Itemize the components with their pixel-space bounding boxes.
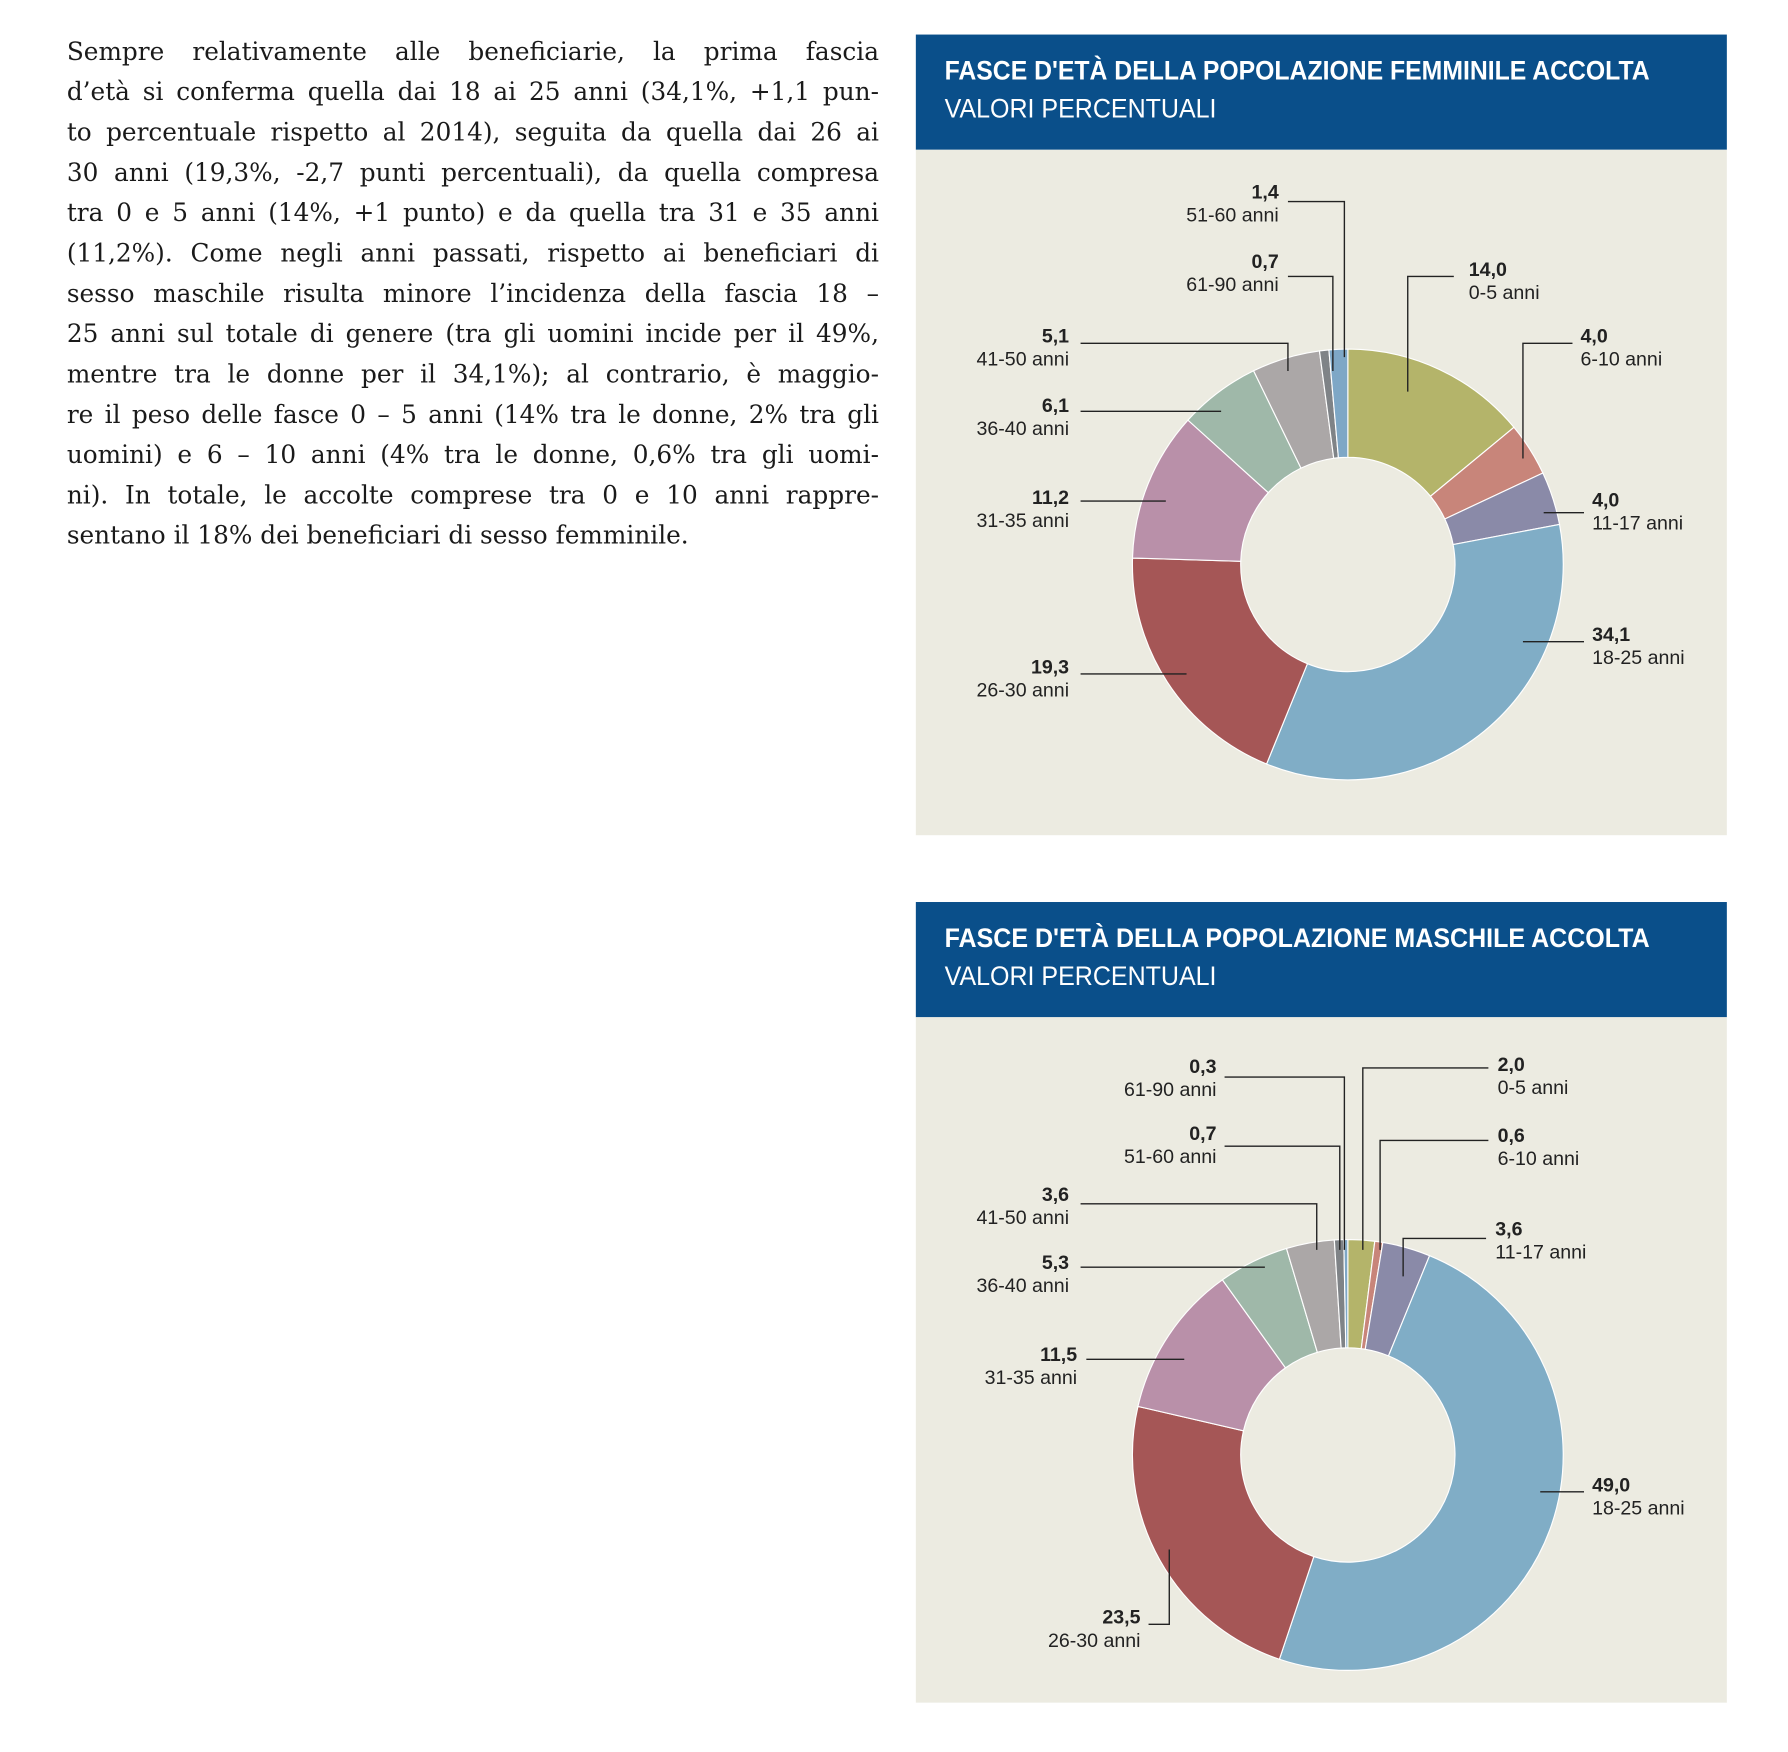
value-label: 0,7 bbox=[1189, 1123, 1216, 1145]
donut-slice bbox=[1131, 557, 1309, 765]
chart-title: FASCE D'ETÀ DELLA POPOLAZIONE MASCHILE A… bbox=[945, 923, 1650, 953]
category-label: 61-90 anni bbox=[1124, 1079, 1217, 1101]
leader-line bbox=[1224, 1145, 1341, 1250]
category-label: 18-25 anni bbox=[1592, 1497, 1685, 1519]
category-label: 0-5 anni bbox=[1469, 282, 1540, 304]
text-line: ni). In totale, le accolte comprese tra … bbox=[66, 481, 879, 511]
category-label: 31-35 anni bbox=[985, 1367, 1078, 1389]
category-label: 26-30 anni bbox=[1048, 1630, 1141, 1652]
leader-line bbox=[1287, 200, 1346, 358]
text-line: uomini) e 6 – 10 anni (4% tra le donne, … bbox=[66, 441, 879, 471]
donut-slice bbox=[1343, 1238, 1349, 1349]
category-label: 41-50 anni bbox=[977, 1207, 1070, 1229]
value-label: 3,6 bbox=[1042, 1184, 1069, 1206]
value-label: 19,3 bbox=[1031, 656, 1069, 678]
chart-title: FASCE D'ETÀ DELLA POPOLAZIONE FEMMINILE … bbox=[945, 56, 1650, 86]
value-label: 49,0 bbox=[1592, 1474, 1630, 1496]
category-label: 11-17 anni bbox=[1495, 1242, 1586, 1264]
value-label: 0,6 bbox=[1498, 1125, 1525, 1147]
category-label: 61-90 anni bbox=[1186, 274, 1279, 296]
value-label: 34,1 bbox=[1592, 624, 1630, 646]
value-label: 4,0 bbox=[1581, 326, 1608, 348]
donut-slice bbox=[1347, 348, 1515, 498]
category-label: 11-17 anni bbox=[1592, 512, 1683, 534]
category-label: 51-60 anni bbox=[1124, 1146, 1217, 1168]
leader-line bbox=[1407, 275, 1454, 392]
text-line: sesso maschile risulta minore l’incidenz… bbox=[66, 279, 879, 309]
value-label: 0,7 bbox=[1252, 251, 1279, 273]
category-label: 6-10 anni bbox=[1581, 349, 1663, 371]
text-line: (11,2%). Come negli anni passati, rispet… bbox=[66, 239, 879, 269]
category-label: 0-5 anni bbox=[1498, 1077, 1569, 1099]
value-label: 5,3 bbox=[1042, 1252, 1069, 1274]
leader-line bbox=[1080, 1203, 1318, 1250]
category-label: 6-10 anni bbox=[1498, 1148, 1580, 1170]
leader-line bbox=[1379, 1139, 1489, 1250]
value-label: 11,2 bbox=[1032, 487, 1069, 509]
value-label: 4,0 bbox=[1592, 489, 1619, 511]
text-line: mentre tra le donne per il 34,1%); al co… bbox=[66, 360, 879, 390]
leader-line bbox=[1080, 342, 1289, 371]
value-label: 6,1 bbox=[1042, 395, 1069, 417]
donut-slice bbox=[1278, 1254, 1564, 1671]
leader-line bbox=[1148, 1549, 1170, 1626]
leader-line bbox=[1287, 275, 1334, 371]
leader-line bbox=[1522, 342, 1573, 459]
paragraph: Sempre relativamente alle beneficiarie, … bbox=[67, 32, 879, 556]
donut-slice bbox=[1265, 523, 1564, 781]
value-label: 1,4 bbox=[1252, 182, 1279, 204]
value-label: 23,5 bbox=[1102, 1607, 1140, 1629]
leader-line bbox=[1402, 1237, 1487, 1277]
text-line: 25 anni sul totale di genere (tra gli uo… bbox=[66, 320, 879, 350]
chart-subtitle: VALORI PERCENTUALI bbox=[945, 94, 1217, 124]
donut-slice bbox=[1328, 348, 1349, 459]
chart-subtitle: VALORI PERCENTUALI bbox=[945, 961, 1217, 991]
chart-header bbox=[915, 34, 1727, 150]
category-label: 36-40 anni bbox=[977, 418, 1070, 440]
leader-line bbox=[1224, 1076, 1346, 1250]
value-label: 0,3 bbox=[1189, 1056, 1216, 1078]
value-label: 5,1 bbox=[1042, 326, 1069, 348]
value-label: 3,6 bbox=[1495, 1219, 1522, 1241]
text-line: sentano il 18% dei beneficiari di sesso … bbox=[66, 521, 689, 551]
category-label: 41-50 anni bbox=[977, 349, 1070, 371]
category-label: 18-25 anni bbox=[1592, 647, 1685, 669]
text-line: re il peso delle fasce 0 – 5 anni (14% t… bbox=[66, 400, 879, 430]
text-line: 30 anni (19,3%, -2,7 punti percentuali),… bbox=[66, 158, 879, 188]
text-line: Sempre relativamente alle beneficiarie, … bbox=[66, 38, 879, 67]
value-label: 11,5 bbox=[1040, 1344, 1077, 1366]
value-label: 14,0 bbox=[1469, 259, 1507, 281]
value-label: 2,0 bbox=[1498, 1054, 1525, 1076]
donut-slice bbox=[1131, 1405, 1315, 1660]
category-label: 51-60 anni bbox=[1186, 205, 1279, 227]
category-label: 26-30 anni bbox=[977, 679, 1070, 701]
text-line: tra 0 e 5 anni (14%, +1 punto) e da quel… bbox=[66, 199, 879, 229]
leader-line bbox=[1362, 1067, 1489, 1250]
text-line: to percentuale rispetto al 2014), seguit… bbox=[66, 118, 879, 148]
text-line: d’età si conferma quella dai 18 ai 25 an… bbox=[66, 78, 879, 108]
chart-header bbox=[915, 902, 1727, 1018]
category-label: 31-35 anni bbox=[977, 510, 1070, 532]
category-label: 36-40 anni bbox=[977, 1275, 1070, 1297]
